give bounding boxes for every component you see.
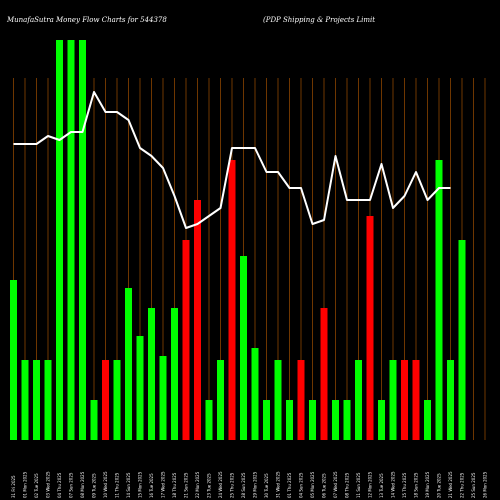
flow-bar [67, 40, 75, 440]
flow-bar [286, 400, 293, 440]
flow-bar [159, 356, 167, 440]
flow-bar [171, 308, 178, 440]
flow-bar [125, 288, 132, 440]
x-tick-label: 25 Thu 2025 [230, 472, 235, 498]
x-tick-label: 05 Mon 2025 [310, 471, 315, 498]
flow-bar [56, 40, 63, 440]
x-tick-label: 04 Sun 2025 [299, 472, 304, 498]
flow-bar [389, 360, 397, 440]
x-tick-label: 30 Tue 2025 [264, 473, 269, 498]
flow-bar [136, 336, 144, 440]
x-tick-labels: 31 Fri 2025 01 Mon 2025 02 Tue 2025 03 Wed … [11, 471, 488, 498]
x-tick-label: 15 Mon 2025 [138, 471, 143, 498]
flow-bar [378, 400, 385, 440]
x-tick-label: 22 Mon 2025 [195, 471, 200, 498]
flow-bar [102, 360, 109, 440]
flow-bar [274, 360, 282, 440]
x-tick-label: 16 Tue 2025 [149, 473, 154, 498]
x-tick-label: 01 Thu 2025 [287, 472, 292, 498]
flow-bar [320, 308, 328, 440]
x-tick-label: 22 Thu 2025 [460, 472, 465, 498]
flow-bar [10, 280, 17, 440]
flow-bar [401, 360, 408, 440]
x-tick-label: 03 Wed 2025 [46, 471, 51, 498]
x-tick-label: 21 Sun 2025 [184, 472, 189, 498]
flow-bar [240, 256, 247, 440]
flow-bar [21, 360, 29, 440]
flow-bar [424, 400, 431, 440]
flow-bar [366, 216, 374, 440]
bar-series [10, 40, 466, 440]
x-tick-label: 18 Thu 2025 [172, 472, 177, 498]
x-tick-label: 02 Tue 2025 [34, 473, 39, 498]
x-tick-label: 10 Wed 2025 [103, 471, 108, 498]
money-flow-line [13, 91, 451, 229]
flow-bar [79, 40, 86, 440]
x-tick-label: 25 Sun 2025 [471, 472, 476, 498]
x-tick-label: 19 Mon 2025 [425, 471, 430, 498]
x-tick-label: 08 Thu 2025 [345, 472, 350, 498]
flow-bar [297, 360, 305, 440]
money-flow-line-series [13, 91, 451, 229]
flow-bar [343, 400, 351, 440]
x-tick-label: 31 Wed 2025 [276, 471, 281, 498]
flow-bar [205, 400, 213, 440]
flow-bar [182, 240, 190, 440]
x-tick-label: 09 Tue 2025 [92, 473, 97, 498]
x-tick-label: 14 Sun 2025 [126, 472, 131, 498]
flow-bar [355, 360, 362, 440]
chart-title-right: (PDP Shipping & Projects Limit [263, 16, 375, 24]
x-tick-label: 31 Fri 2025 [11, 475, 16, 498]
x-tick-label: 04 Thu 2025 [57, 472, 62, 498]
flow-bar [309, 400, 316, 440]
flow-bar [148, 308, 155, 440]
x-tick-label: 23 Tue 2025 [207, 473, 212, 498]
x-tick-label: 14 Wed 2025 [391, 471, 396, 498]
flow-bar [332, 400, 339, 440]
x-tick-label: 07 Wed 2025 [333, 471, 338, 498]
x-tick-label: 07 Sun 2025 [69, 472, 74, 498]
x-tick-label: 21 Wed 2025 [448, 471, 453, 498]
chart-title-left: MunafaSutra Money Flow Charts for 544378 [6, 16, 167, 24]
x-tick-label: 08 Mon 2025 [80, 471, 85, 498]
x-tick-label: 01 Mon 2025 [23, 471, 28, 498]
x-tick-label: 28 Sun 2025 [241, 472, 246, 498]
flow-bar [458, 240, 466, 440]
x-tick-label: 11 Sun 2025 [356, 472, 361, 498]
flow-bar [251, 348, 259, 440]
flow-bar [44, 360, 52, 440]
x-tick-label: 20 Tue 2025 [437, 473, 442, 498]
flow-bar [33, 360, 40, 440]
x-tick-label: 11 Thu 2025 [115, 472, 120, 498]
x-tick-label: 12 Mon 2025 [368, 471, 373, 498]
flow-bar [447, 360, 454, 440]
x-tick-label: 29 Mon 2025 [253, 471, 258, 498]
flow-bar [435, 160, 443, 440]
flow-bar [412, 360, 420, 440]
x-tick-label: 17 Wed 2025 [161, 471, 166, 498]
x-tick-label: 13 Tue 2025 [379, 473, 384, 498]
x-tick-label: 24 Wed 2025 [218, 471, 223, 498]
x-tick-label: 15 Thu 2025 [402, 472, 407, 498]
flow-bar [90, 400, 98, 440]
x-tick-label: 26 Mon 2025 [483, 471, 488, 498]
flow-bar [217, 360, 224, 440]
flow-bar [263, 400, 270, 440]
flow-bar [194, 200, 201, 440]
x-tick-label: 06 Tue 2025 [322, 473, 327, 498]
flow-bar [228, 160, 236, 440]
flow-bar [113, 360, 121, 440]
x-tick-label: 18 Sun 2025 [414, 472, 419, 498]
